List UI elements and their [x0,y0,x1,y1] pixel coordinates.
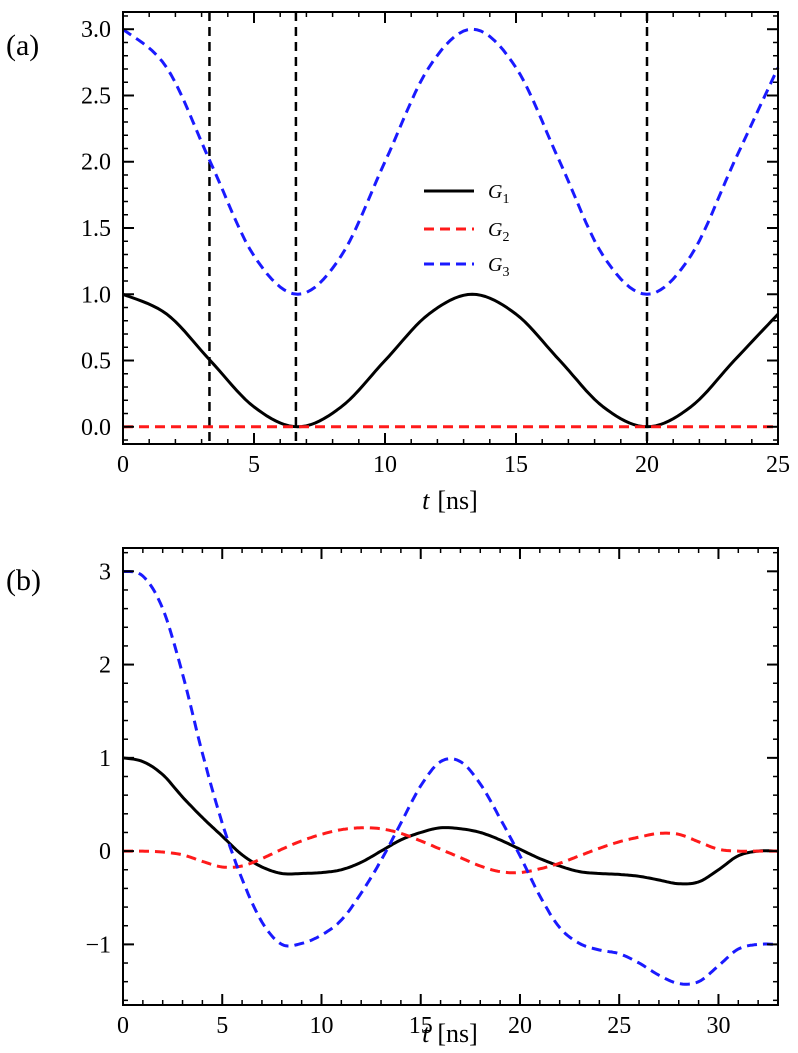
y-tick-label: −1 [85,932,111,958]
panel-a-xlabel-var: t [422,486,430,515]
legend-g3-sub: 3 [502,265,509,280]
x-tick-label: 25 [766,452,790,478]
panel-a-legend: G1 G2 G3 [424,181,509,280]
y-tick-label: 2.5 [81,83,111,109]
panel-a-label: (a) [6,29,39,62]
legend-g2-sub: 2 [502,230,509,245]
y-tick-label: 1 [99,746,111,772]
y-tick-label: 0.0 [81,415,111,441]
y-tick-label: 2.0 [81,150,111,176]
series-line-g3 [122,569,779,986]
legend-label-g3: G3 [488,254,509,280]
series-line-g3 [122,27,780,296]
x-tick-label: 0 [117,452,129,478]
y-tick-label: 3.0 [81,17,111,43]
x-tick-label: 10 [373,452,397,478]
panel-a-frame [122,11,779,445]
panel-b-label: (b) [6,564,41,597]
x-tick-label: 25 [607,1013,631,1039]
y-tick-label: 2 [99,653,111,679]
legend-label-g1: G1 [488,181,509,207]
x-tick-label: 10 [309,1013,333,1039]
panel-a-xlabel: t [ns] [422,486,478,515]
y-tick-label: 3 [99,559,111,585]
y-tick-label: 1.0 [81,282,111,308]
panel-b-xlabel: t [ns] [422,1019,478,1048]
panel-b-series [122,569,779,986]
x-tick-label: 5 [248,452,260,478]
y-tick-label: 1.5 [81,216,111,242]
series-line-g2 [122,826,779,875]
legend-g2-base: G [488,219,503,241]
series-line-g1 [122,756,779,886]
x-tick-label: 15 [504,452,528,478]
x-tick-label: 15 [409,1013,433,1039]
legend-g1-sub: 1 [502,192,509,207]
legend-label-g2: G2 [488,219,509,245]
panel-a: (a) 0 5 10 15 20 25 0.0 0.5 1.0 1.5 2.0 2.5 3.0 t [ns… [6,11,790,515]
panel-a-xlabel-unit: [ns] [437,486,477,515]
panel-b-xlabel-unit: [ns] [437,1019,477,1048]
panel-a-series [122,27,780,429]
y-tick-label: 0.5 [81,349,111,375]
x-tick-label: 20 [508,1013,532,1039]
x-tick-label: 30 [706,1013,730,1039]
panel-b-ticks: 0 5 10 15 20 25 30 −1 0 1 2 3 [85,548,779,1039]
panel-a-ticks: 0 5 10 15 20 25 0.0 0.5 1.0 1.5 2.0 2.5 3.0 [81,12,790,478]
x-tick-label: 20 [635,452,659,478]
panel-b: (b) 0 5 10 15 20 25 30 −1 0 1 2 3 t [ns] [6,547,779,1048]
x-tick-label: 0 [117,1013,129,1039]
legend-g3-base: G [488,254,503,276]
y-tick-label: 0 [99,839,111,865]
series-line-g1 [122,292,780,429]
legend-g1-base: G [488,181,503,203]
panel-b-frame [122,547,779,1006]
x-tick-label: 5 [216,1013,228,1039]
panel-b-xlabel-var: t [422,1019,430,1048]
panel-a-vlines [208,12,649,444]
